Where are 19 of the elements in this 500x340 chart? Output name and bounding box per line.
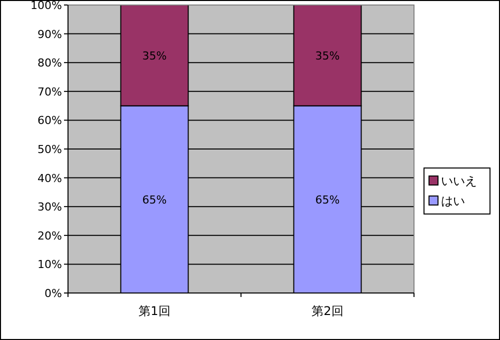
y-tick-label: 10%: [38, 258, 62, 272]
y-tick-label: 70%: [38, 85, 62, 98]
legend-label: はい: [441, 194, 465, 208]
data-label: 65%: [315, 193, 340, 206]
x-tick-label: 第2回: [312, 304, 344, 318]
x-tick-label: 第1回: [138, 304, 170, 318]
y-tick-label: 30%: [38, 200, 62, 214]
legend-label: いいえ: [441, 174, 477, 188]
data-label: 65%: [142, 193, 167, 206]
y-tick-label: 50%: [38, 143, 62, 156]
y-tick-label: 20%: [38, 229, 62, 242]
y-tick-label: 90%: [38, 28, 62, 41]
y-tick-label: 40%: [38, 172, 62, 185]
y-tick-label: 100%: [30, 0, 62, 12]
y-tick-label: 60%: [38, 114, 62, 128]
data-label: 35%: [315, 49, 340, 62]
data-label: 35%: [142, 49, 167, 62]
y-tick-label: 80%: [38, 56, 62, 70]
y-tick-label: 0%: [44, 287, 62, 300]
